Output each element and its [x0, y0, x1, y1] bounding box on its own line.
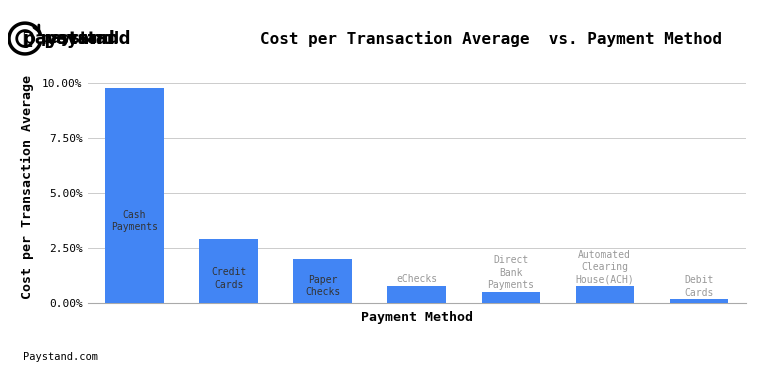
Text: paystand: paystand [23, 29, 116, 48]
X-axis label: Payment Method: Payment Method [361, 311, 473, 324]
Text: eChecks: eChecks [396, 275, 438, 284]
Text: Debit
Cards: Debit Cards [684, 275, 714, 298]
Bar [387, 286, 446, 303]
Text: paystand: paystand [40, 31, 119, 46]
Text: Cost per Transaction Average  vs. Payment Method: Cost per Transaction Average vs. Payment… [260, 30, 722, 47]
Text: Direct
Bank
Payments: Direct Bank Payments [487, 255, 534, 290]
Bar [482, 292, 540, 303]
Bar [670, 299, 728, 303]
Bar [105, 88, 164, 303]
Text: Automated
Clearing
House(ACH): Automated Clearing House(ACH) [575, 250, 634, 284]
Bar [199, 239, 258, 303]
Bar [294, 259, 352, 303]
Y-axis label: Cost per Transaction Average: Cost per Transaction Average [21, 75, 33, 299]
Bar [575, 286, 634, 303]
Text: Cash
Payments: Cash Payments [111, 210, 158, 232]
Text: Paper
Checks: Paper Checks [305, 275, 340, 297]
Text: ⓘ  paystand: ⓘ paystand [23, 29, 130, 48]
Text: Paystand.com: Paystand.com [23, 352, 98, 361]
Text: Credit
Cards: Credit Cards [211, 267, 247, 290]
